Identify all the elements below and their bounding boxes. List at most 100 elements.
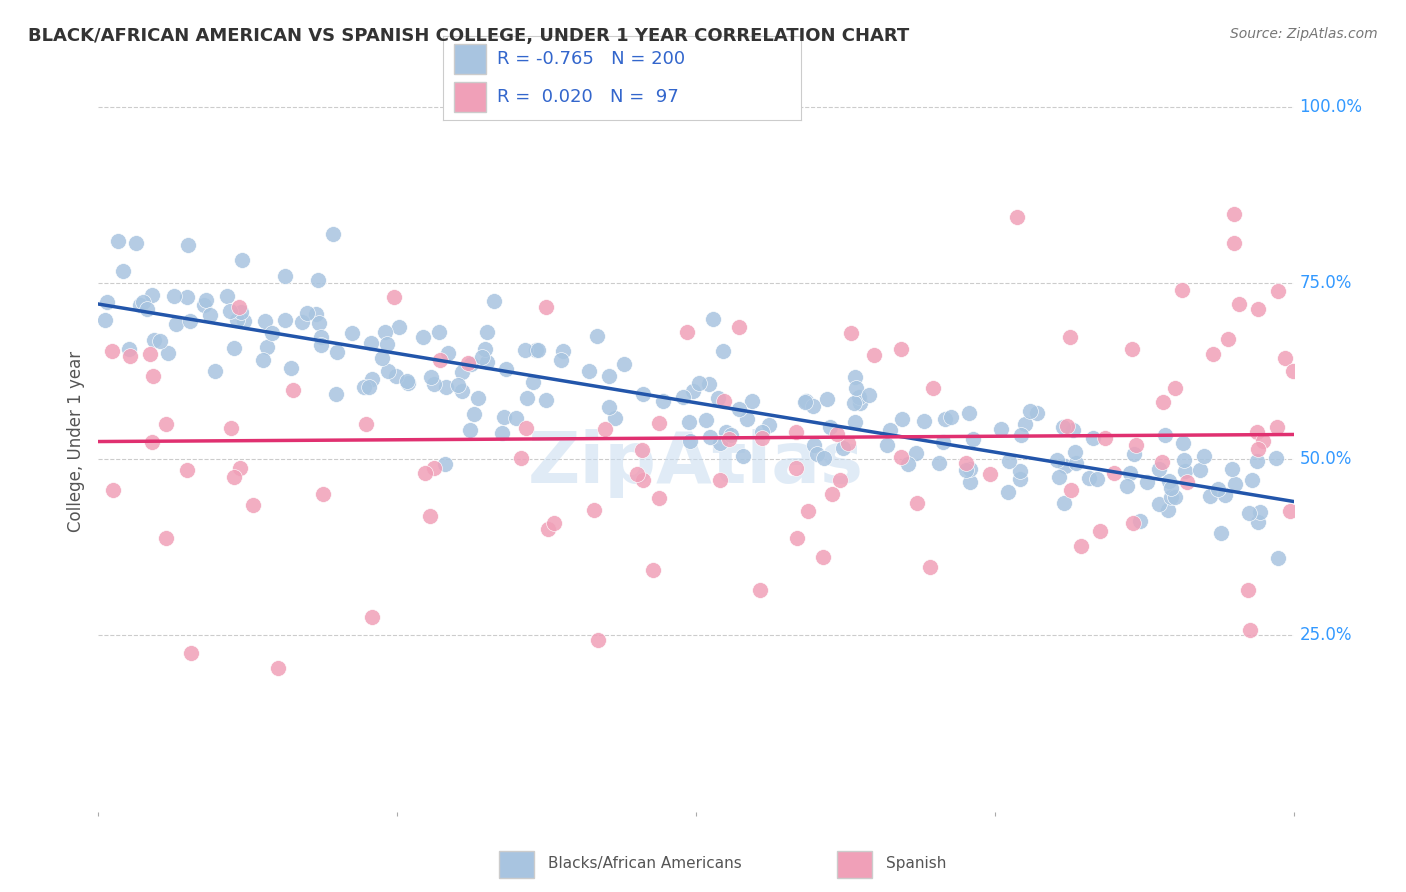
Point [382, 289, 405, 303]
Point [1160, 481, 1182, 495]
Point [427, 325, 450, 339]
Point [274, 313, 297, 327]
Point [676, 326, 699, 340]
Point [195, 293, 218, 308]
Point [1121, 343, 1143, 357]
Point [198, 308, 221, 322]
Point [813, 450, 835, 465]
FancyBboxPatch shape [454, 82, 486, 112]
Point [1249, 504, 1271, 518]
Point [1094, 431, 1116, 445]
Point [1246, 515, 1268, 529]
Point [142, 334, 165, 348]
Point [492, 409, 515, 424]
Point [811, 549, 834, 564]
Point [932, 434, 955, 449]
Point [505, 410, 527, 425]
Point [796, 394, 818, 409]
Point [1223, 236, 1246, 251]
Point [1052, 419, 1074, 434]
Point [537, 522, 560, 536]
Point [527, 343, 550, 358]
Point [1077, 470, 1099, 484]
Point [1251, 434, 1274, 448]
Point [458, 423, 481, 437]
Point [876, 437, 898, 451]
Point [647, 491, 669, 506]
Point [385, 368, 408, 383]
Point [641, 563, 664, 577]
Point [598, 368, 620, 383]
Point [997, 454, 1019, 468]
Point [890, 343, 912, 357]
Text: 100.0%: 100.0% [1230, 853, 1294, 871]
Point [463, 407, 485, 421]
Point [1246, 442, 1268, 456]
Point [1267, 551, 1289, 566]
Point [863, 348, 886, 362]
Point [731, 449, 754, 463]
Point [118, 342, 141, 356]
Point [793, 394, 815, 409]
Point [1171, 436, 1194, 450]
Point [1122, 447, 1144, 461]
Point [815, 392, 838, 406]
Point [395, 374, 418, 388]
Point [928, 456, 950, 470]
Point [1241, 473, 1264, 487]
Point [751, 431, 773, 445]
Point [912, 414, 935, 428]
Point [697, 376, 720, 391]
Point [711, 344, 734, 359]
Point [193, 298, 215, 312]
Point [695, 413, 717, 427]
FancyBboxPatch shape [454, 44, 486, 74]
Point [1222, 461, 1244, 475]
Point [1047, 469, 1070, 483]
Text: R =  0.020   N =  97: R = 0.020 N = 97 [496, 87, 679, 105]
Point [252, 352, 274, 367]
Point [631, 473, 654, 487]
Point [595, 421, 617, 435]
Point [534, 392, 557, 407]
Point [1152, 455, 1174, 469]
Point [1116, 479, 1139, 493]
Point [786, 531, 808, 545]
Point [1070, 539, 1092, 553]
Point [228, 300, 250, 314]
Point [371, 351, 394, 365]
Point [682, 384, 704, 398]
Point [524, 343, 547, 358]
Point [586, 329, 609, 343]
Point [934, 412, 956, 426]
Point [149, 334, 172, 348]
Point [353, 380, 375, 394]
Point [536, 301, 558, 315]
Point [163, 289, 186, 303]
Point [1163, 490, 1185, 504]
Point [1122, 516, 1144, 531]
Point [1119, 466, 1142, 480]
Point [1160, 490, 1182, 504]
Point [578, 364, 600, 378]
Point [707, 391, 730, 405]
Point [801, 399, 824, 413]
Point [1222, 207, 1244, 221]
Point [849, 396, 872, 410]
Point [125, 235, 148, 250]
Point [374, 325, 396, 339]
Point [179, 314, 201, 328]
Point [832, 441, 855, 455]
Point [515, 421, 537, 435]
Point [516, 391, 538, 405]
Point [267, 661, 290, 675]
Point [837, 436, 859, 450]
Point [1282, 364, 1305, 378]
Point [858, 387, 880, 401]
Point [1274, 351, 1296, 365]
Point [477, 325, 499, 339]
Point [598, 401, 620, 415]
Point [467, 391, 489, 405]
Point [1053, 458, 1076, 473]
Point [308, 316, 330, 330]
